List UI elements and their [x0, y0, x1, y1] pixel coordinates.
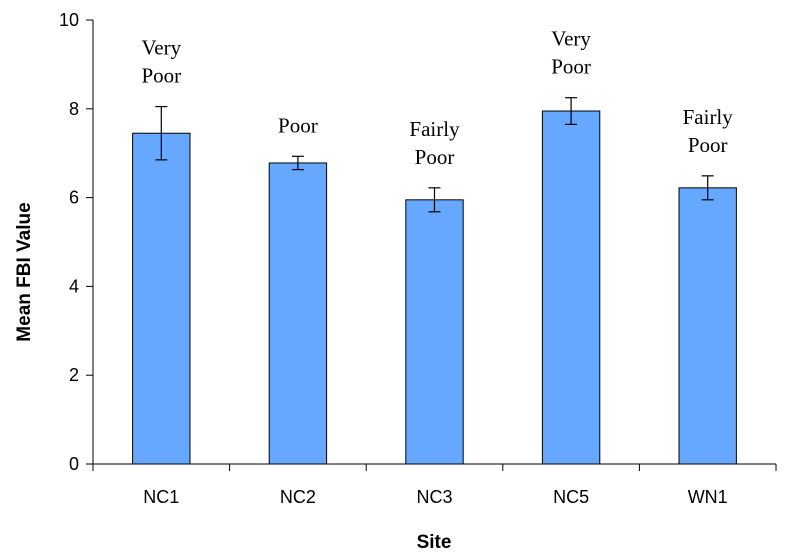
bar-nc1 — [132, 132, 191, 465]
x-ticks: NC1 NC2 NC3 NC5 WN1 — [92, 464, 777, 507]
rating-annotations: Very Poor Poor Fairly Poor Very Poor Fairly Poor — [141, 27, 733, 169]
x-tick-label: NC2 — [280, 487, 316, 507]
x-axis-title: Site — [417, 532, 452, 553]
x-tick-label: NC1 — [143, 487, 179, 507]
y-tick-label: 4 — [69, 276, 79, 296]
bar-wn1 — [678, 187, 737, 465]
rating-label-nc1: Very — [141, 36, 181, 60]
x-tick-label: NC5 — [553, 487, 589, 507]
bar-nc3 — [405, 199, 464, 465]
bar-nc5 — [541, 110, 601, 465]
y-tick-label: 6 — [69, 188, 79, 208]
axes-layer — [92, 20, 776, 465]
y-tick-label: 2 — [69, 365, 79, 385]
rating-label-nc3: Fairly — [409, 117, 460, 141]
rating-label-wn1: Fairly — [683, 105, 734, 129]
rating-label-nc1: Poor — [141, 64, 181, 88]
y-tick-label: 8 — [69, 99, 79, 119]
x-tick-label: NC3 — [416, 487, 452, 507]
y-tick-label: 10 — [59, 10, 79, 30]
y-axis-title: Mean FBI Value — [14, 202, 35, 341]
error-bars-layer — [155, 97, 714, 213]
rating-label-nc5: Poor — [551, 55, 591, 79]
rating-label-nc2: Poor — [278, 113, 318, 137]
y-tick-label: 0 — [69, 454, 79, 474]
rating-label-wn1: Poor — [688, 133, 728, 157]
y-ticks: 0 2 4 6 8 10 — [59, 10, 93, 474]
x-tick-label: WN1 — [688, 487, 728, 507]
rating-label-nc3: Poor — [415, 145, 455, 169]
bar-nc2 — [268, 162, 328, 465]
rating-label-nc5: Very — [551, 27, 591, 51]
